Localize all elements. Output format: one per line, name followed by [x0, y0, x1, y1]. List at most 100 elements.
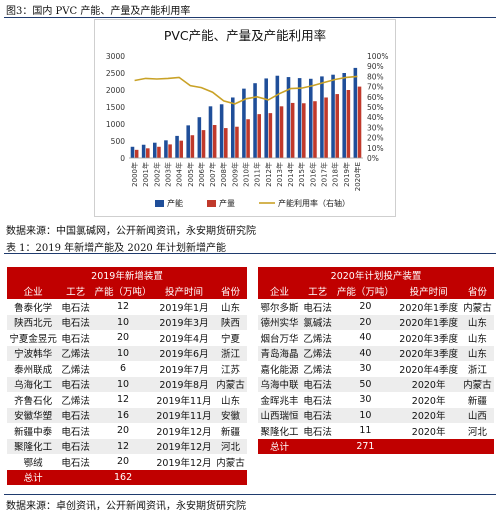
- table-cell: 新疆: [214, 423, 247, 439]
- capacity-bar: [253, 83, 257, 158]
- table-cell: 16: [92, 407, 154, 423]
- table-row: 齐鲁石化 乙烯法 12 2019年11月 山东: [7, 392, 247, 408]
- table-cell: 20: [92, 330, 154, 346]
- x-tick-label: 2016年: [308, 162, 317, 187]
- chart-title: PVC产能、产量及产能利用率: [164, 28, 326, 43]
- capacity-bar: [197, 117, 202, 158]
- table-cell: 宁波韩华: [7, 345, 60, 361]
- table-2019-new-capacity: 2019年新增装置 企业 工艺 产能（万吨） 投产时间 省份 鲁泰化学 电石法 12 2019…: [7, 267, 247, 485]
- output-bar: [313, 101, 317, 158]
- table-cell: 2019年11月: [153, 392, 215, 408]
- y-tick-label: 1500: [106, 103, 125, 112]
- capacity-bar: [208, 106, 213, 158]
- table-cell: 2020年4季度: [396, 361, 461, 377]
- y2-tick-label: 10%: [367, 144, 384, 153]
- y2-tick-label: 100%: [367, 52, 388, 61]
- table-cell: 12: [92, 299, 154, 315]
- table-cell: 电石法: [300, 299, 335, 315]
- total-value: 271: [334, 438, 397, 454]
- capacity-bar: [342, 73, 346, 158]
- output-bar: [157, 146, 161, 158]
- x-tick-label: 2009年: [230, 162, 239, 187]
- table-cell: 金晖兆丰: [258, 392, 301, 408]
- table-cell: 安徽: [214, 407, 247, 423]
- x-tick-label: 2017年: [320, 162, 329, 187]
- capacity-bar: [219, 104, 224, 158]
- table-cell: 乙烯法: [300, 330, 335, 346]
- x-tick-label: 2000年: [130, 162, 139, 187]
- output-bar: [268, 113, 273, 158]
- table-row: 鄂绒 电石法 20 2019年12月 内蒙古: [7, 454, 247, 470]
- table-row: 聚隆化工 电石法 12 2019年12月 河北: [7, 438, 247, 454]
- table-row: 乌海化工 电石法 10 2019年8月 内蒙古: [7, 376, 247, 392]
- column-header: 产能（万吨）: [334, 283, 397, 299]
- table-cell: 内蒙古: [214, 454, 247, 470]
- x-tick-label: 2010年: [242, 162, 251, 187]
- capacity-bar: [130, 146, 135, 158]
- table-cell: 宁夏: [214, 330, 247, 346]
- y2-tick-label: 30%: [367, 123, 384, 132]
- capacity-bar: [275, 75, 280, 158]
- capacity-bar: [286, 77, 291, 158]
- y-tick-label: 2500: [106, 69, 125, 78]
- table-cell: 电石法: [59, 376, 93, 392]
- output-bar: [212, 125, 217, 158]
- table-cell: 2020年: [396, 376, 461, 392]
- output-bar: [146, 148, 150, 158]
- capacity-bar: [308, 78, 313, 158]
- table-cell: 乙烯法: [300, 361, 335, 377]
- table-row: 乌海中联 电石法 50 2020年 内蒙古: [258, 376, 494, 392]
- table-cell: 电石法: [300, 376, 335, 392]
- table-cell: 青岛海晶: [258, 345, 301, 361]
- table-cell: 电石法: [59, 454, 93, 470]
- x-tick-label: 2014年: [286, 162, 295, 187]
- output-bar: [279, 106, 284, 158]
- total-label: 总计: [7, 469, 60, 485]
- pvc-chart: PVC产能、产量及产能利用率 0 500 1000 1500 2000 2500 3000 0…: [106, 28, 389, 208]
- table-2020-planned-capacity: 2020年计划投产装置 企业 工艺 产能（万吨） 投产时间 省份 鄂尔多斯 电石法 20 20…: [258, 267, 494, 454]
- table-row: 宁夏金昱元 电石法 20 2019年4月 宁夏: [7, 330, 247, 346]
- capacity-bar: [186, 125, 190, 158]
- table-cell: 2020年1季度: [396, 299, 461, 315]
- output-bar: [357, 86, 362, 158]
- x-tick-label: 2013年: [275, 162, 284, 187]
- x-tick-label: 2004年: [175, 162, 184, 187]
- table-cell: 山东: [460, 330, 494, 346]
- table-cell: 泰州联成: [7, 361, 60, 377]
- y2-tick-label: 80%: [367, 72, 384, 81]
- output-bar: [224, 128, 228, 158]
- table-row: 陕西北元 电石法 10 2019年3月 陕西: [7, 314, 247, 330]
- capacity-bar: [297, 78, 302, 158]
- table-cell: 2019年6月: [153, 345, 215, 361]
- table-row: 山西瑞恒 电石法 10 2020年 山西: [258, 407, 494, 423]
- y2-tick-label: 50%: [367, 103, 384, 112]
- output-bar: [201, 130, 206, 158]
- table-cell: 2019年1月: [153, 299, 215, 315]
- capacity-bar: [320, 76, 324, 158]
- table-cell: 山东: [214, 299, 247, 315]
- legend-swatch-capacity: [155, 200, 164, 207]
- table-cell: 2019年4月: [153, 330, 215, 346]
- table-cell: 齐鲁石化: [7, 392, 60, 408]
- table-source: 数据来源：卓创资讯，公开新闻资讯，永安期货研究院: [6, 501, 246, 512]
- output-bar: [168, 144, 172, 158]
- table-cell: 聚隆化工: [258, 423, 301, 439]
- capacity-bar: [164, 140, 168, 158]
- y-tick-label: 500: [111, 137, 126, 146]
- table-cell: 电石法: [59, 407, 93, 423]
- table-cell: 2020年: [396, 423, 461, 439]
- y2-tick-label: 60%: [367, 93, 384, 102]
- table-cell: 江苏: [214, 361, 247, 377]
- table-row: 嘉化能源 乙烯法 30 2020年4季度 浙江: [258, 361, 494, 377]
- table-cell: 12: [92, 438, 154, 454]
- column-header: 工艺: [59, 283, 93, 299]
- table-row: 宁波韩华 乙烯法 10 2019年6月 浙江: [7, 345, 247, 361]
- table-cell: 乙烯法: [59, 392, 93, 408]
- x-tick-label: 2003年: [164, 162, 173, 187]
- figure-caption: 图3：国内 PVC 产能、产量及产能利用率: [6, 6, 191, 17]
- caption-rule: [4, 253, 496, 254]
- table-cell: 10: [92, 345, 154, 361]
- table-row: 聚隆化工 电石法 11 2020年 河北: [258, 423, 494, 439]
- table-cell: 乌海化工: [7, 376, 60, 392]
- table-cell: 20: [334, 299, 397, 315]
